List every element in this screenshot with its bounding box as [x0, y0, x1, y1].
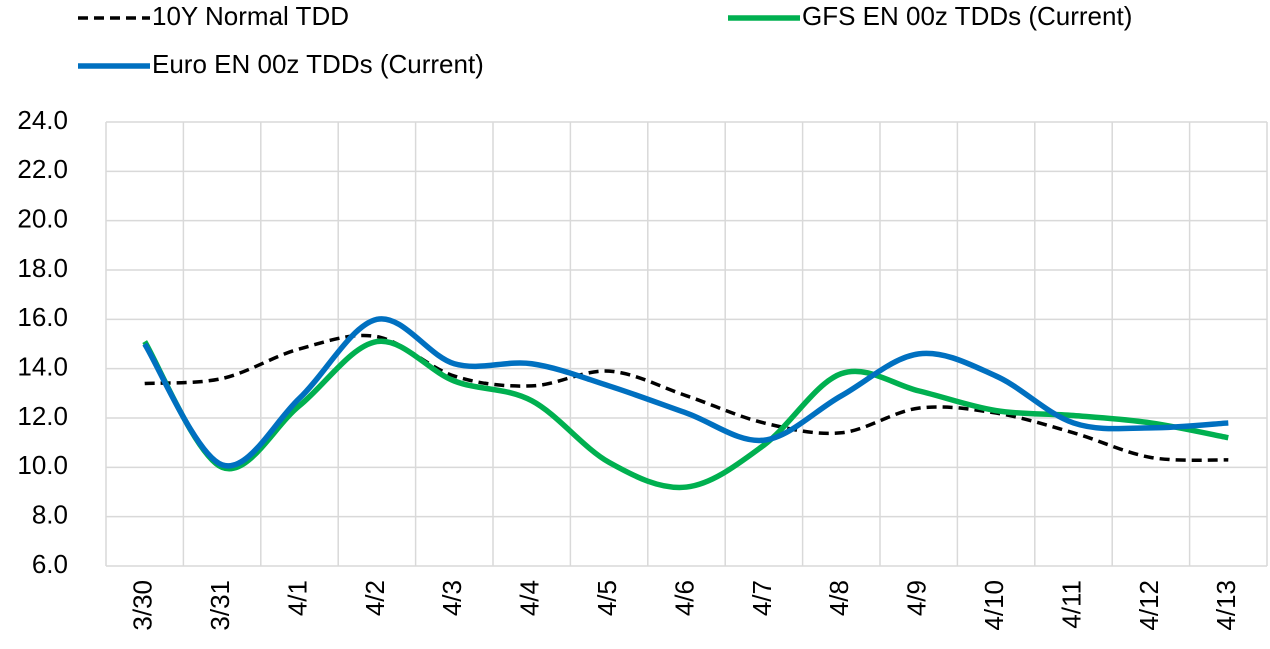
data-line: [144, 333, 1229, 462]
x-tick-label: 4/10: [979, 580, 1009, 631]
data-line: [142, 338, 1229, 491]
x-tick-label: 4/7: [747, 580, 777, 616]
y-tick-label: 8.0: [32, 500, 68, 530]
data-line: [142, 316, 1229, 469]
x-tick-label: 4/2: [360, 580, 390, 616]
y-tick-label: 24.0: [17, 105, 68, 135]
x-tick-label: 4/9: [902, 580, 932, 616]
x-tick-label: 4/8: [824, 580, 854, 616]
x-tick-label: 4/12: [1134, 580, 1164, 631]
legend-label: GFS EN 00z TDDs (Current): [802, 1, 1132, 31]
y-tick-label: 22.0: [17, 154, 68, 184]
x-tick-label: 4/11: [1056, 580, 1086, 629]
y-tick-label: 10.0: [17, 450, 68, 480]
y-tick-label: 18.0: [17, 253, 68, 283]
x-tick-label: 4/4: [515, 580, 545, 616]
legend-label: 10Y Normal TDD: [152, 1, 349, 31]
y-tick-label: 16.0: [17, 302, 68, 332]
x-tick-label: 4/1: [282, 580, 312, 616]
x-tick-label: 4/13: [1211, 580, 1241, 631]
x-tick-label: 4/6: [669, 580, 699, 616]
x-tick-label: 4/3: [437, 580, 467, 616]
legend-label: Euro EN 00z TDDs (Current): [152, 49, 484, 79]
x-tick-label: 3/30: [128, 580, 158, 631]
y-tick-label: 6.0: [32, 549, 68, 579]
x-tick-label: 3/31: [205, 580, 235, 631]
y-tick-label: 14.0: [17, 352, 68, 382]
x-tick-label: 4/5: [592, 580, 622, 616]
y-tick-label: 12.0: [17, 401, 68, 431]
y-tick-label: 20.0: [17, 204, 68, 234]
